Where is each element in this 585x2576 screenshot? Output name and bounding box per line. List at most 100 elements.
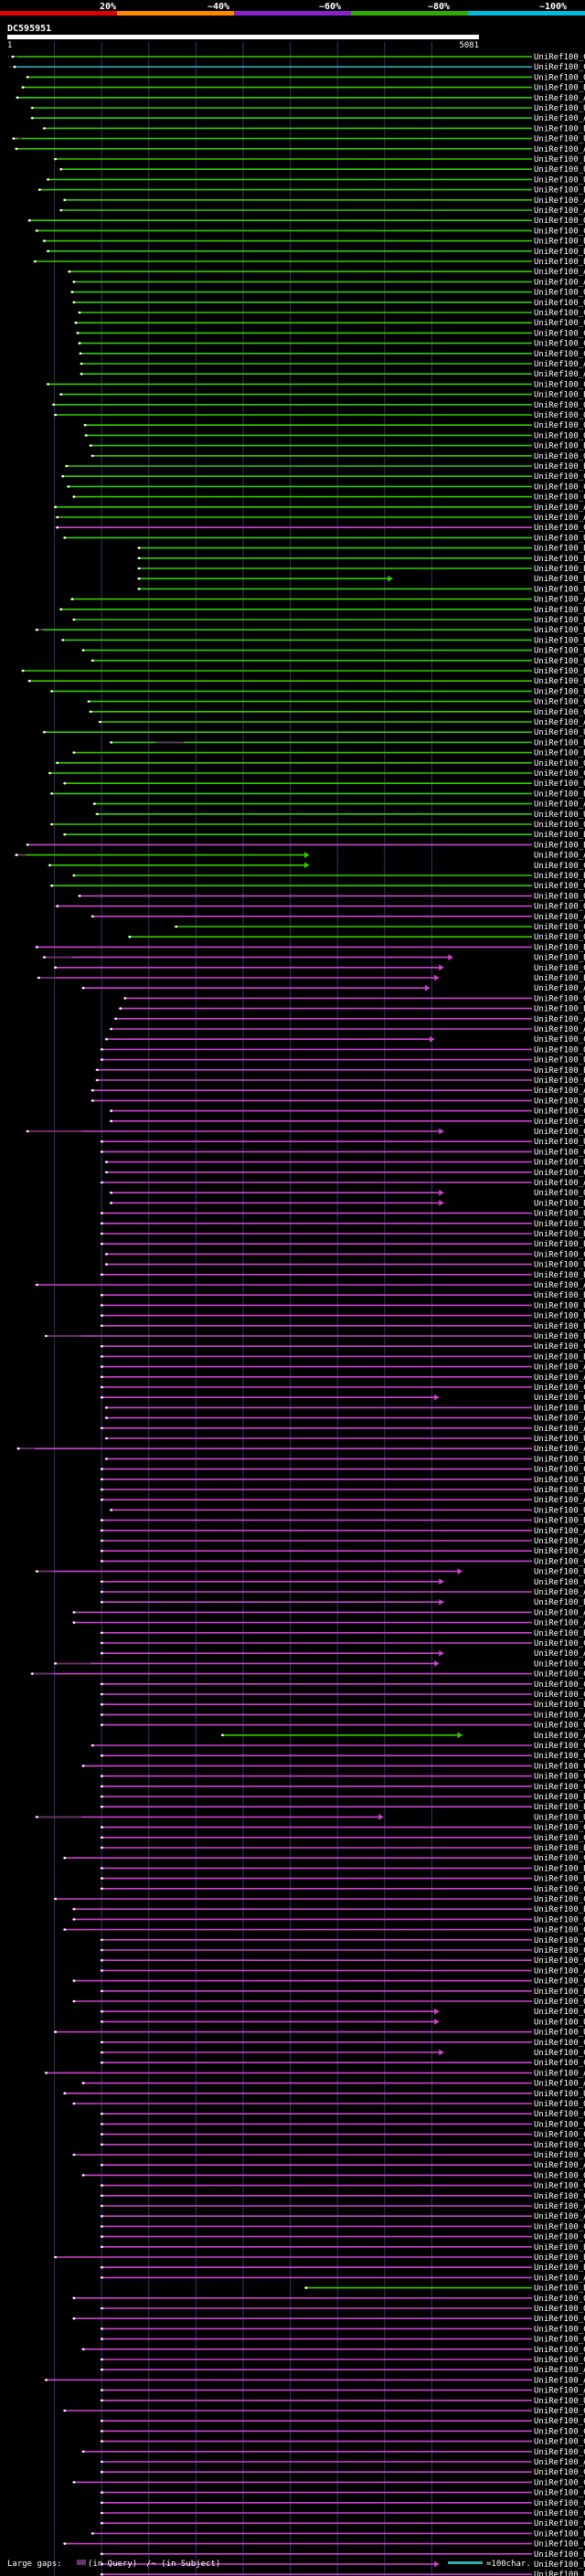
- legend-large-gaps: Large gaps:: [7, 2560, 62, 2569]
- hit-label: UniRef100_C1Q8H4: [534, 1834, 585, 1843]
- hit-start-marker: [101, 2041, 103, 2044]
- hit-label: UniRef100_Q25086: [534, 933, 585, 942]
- hit-label: UniRef100_B9SI59: [534, 258, 585, 267]
- hit-start-marker: [105, 1037, 108, 1041]
- hit-label: UniRef100_A5TW09: [534, 1608, 585, 1617]
- hit-label: UniRef100_Q64R52: [534, 1189, 585, 1198]
- hit-start-marker: [101, 2337, 103, 2340]
- hit-end-arrow: [304, 862, 310, 869]
- hit-label: UniRef100_UP1000...: [534, 1301, 585, 1310]
- hit-start-marker: [59, 167, 63, 171]
- hit-label: UniRef100_C6R2K0: [534, 1383, 585, 1393]
- hit-start-marker: [101, 1048, 103, 1051]
- hit-start-marker: [101, 2521, 103, 2525]
- hit-label: UniRef100_B9XAA4: [534, 1844, 585, 1853]
- hit-start-marker: [63, 536, 67, 539]
- hit-label: UniRef100_Q9SVE7: [534, 759, 585, 769]
- hit-label: UniRef100_A6GFR3: [534, 2069, 585, 2078]
- hit-start-marker: [70, 598, 74, 600]
- hit-label: UniRef100_B8BE40: [534, 647, 585, 656]
- hit-end-arrow: [434, 2008, 440, 2015]
- hit-label: UniRef100_C3WUZ5: [534, 2448, 585, 2457]
- hit-label: UniRef100_Q0MLD9: [534, 892, 585, 901]
- hit-label: UniRef100_UP1000...: [534, 104, 585, 113]
- hit-start-marker: [68, 270, 71, 273]
- hit-end-arrow: [439, 1598, 444, 1606]
- hit-start-marker: [101, 1938, 103, 1942]
- legend-in-subject: /~ (in Subject): [146, 2560, 220, 2569]
- hit-start-marker: [110, 1119, 113, 1123]
- hit-label: UniRef100_A7MGX1: [534, 360, 585, 369]
- hit-start-marker: [101, 1324, 103, 1328]
- hit-label: UniRef100_C1QFX9: [534, 2356, 585, 2365]
- hit-start-marker: [63, 198, 67, 202]
- hit-label: UniRef100_A6BH74: [534, 2376, 585, 2385]
- hit-label: UniRef100_UP1000...: [534, 811, 585, 820]
- hit-label: UniRef100_A7P8U7: [534, 984, 585, 993]
- hit-label: UniRef100_B9R6B7: [534, 831, 585, 840]
- hit-label: UniRef100_A9WAH4: [534, 1179, 585, 1188]
- hit-start-marker: [34, 260, 37, 263]
- hit-label: UniRef100_A6V0S7: [534, 1966, 585, 1976]
- hit-end-arrow: [439, 1578, 444, 1585]
- hit-start-marker: [101, 1232, 103, 1235]
- hit-start-marker: [101, 2306, 103, 2310]
- hit-start-marker: [63, 2092, 67, 2095]
- hit-start-marker: [48, 864, 51, 867]
- hit-start-marker: [137, 588, 141, 590]
- hit-label: UniRef100_C0PIM5: [534, 493, 585, 503]
- hit-label: UniRef100_UP1000...: [534, 1261, 585, 1270]
- hit-label: UniRef100_B1RCI0: [534, 2560, 585, 2570]
- hit-start-marker: [11, 55, 15, 58]
- hit-start-marker: [101, 1375, 103, 1379]
- hit-label: UniRef100_A5C5Y8: [534, 852, 585, 861]
- hit-label: UniRef100_B7QEL3: [534, 1005, 585, 1014]
- hit-label: UniRef100_C1ED62: [534, 1659, 585, 1669]
- hit-start-marker: [221, 1733, 224, 1737]
- hit-start-marker: [105, 1416, 108, 1419]
- hit-start-marker: [61, 639, 65, 641]
- hit-start-marker: [99, 720, 101, 724]
- hit-start-marker: [101, 1314, 103, 1317]
- hit-label: UniRef100_C3MN26: [534, 1926, 585, 1935]
- hit-start-marker: [50, 884, 54, 887]
- hit-rows: UniRef100_C1I1X2UniRef100_C1I1X4UniRef10…: [7, 53, 585, 2576]
- hit-start-marker: [101, 2430, 103, 2433]
- hit-start-marker: [78, 311, 81, 314]
- hit-label: UniRef100_B9YEA6: [534, 2529, 585, 2539]
- hit-start-marker: [101, 1222, 103, 1225]
- hit-start-marker: [81, 2348, 85, 2351]
- hit-start-marker: [101, 1426, 103, 1430]
- hit-start-marker: [101, 1651, 103, 1655]
- hit-label: UniRef100_B9SI88: [534, 238, 585, 247]
- hit-label: UniRef100_Q8S6Q1: [534, 299, 585, 308]
- hit-label: UniRef100_B0RCB9: [534, 1240, 585, 1249]
- hit-start-marker: [101, 2143, 103, 2147]
- hit-start-marker: [137, 577, 141, 580]
- hit-label: UniRef100_A7VS54: [534, 2366, 585, 2375]
- hit-label: UniRef100_C2DQZ1: [534, 2325, 585, 2334]
- hit-label: UniRef100_A4MQC7: [534, 2212, 585, 2221]
- hit-label: UniRef100_B9G8F8: [534, 790, 585, 799]
- hit-start-marker: [101, 2389, 103, 2391]
- hit-start-marker: [13, 65, 16, 69]
- hit-label: UniRef100_UP1000...: [534, 2090, 585, 2099]
- hit-label: UniRef100_B0MB30: [534, 1230, 585, 1239]
- hit-label: UniRef100_UP1000...: [534, 175, 585, 185]
- hit-start-marker: [101, 1692, 103, 1696]
- hit-start-marker: [90, 710, 92, 714]
- hit-label: UniRef100_Q3ECS6: [534, 411, 585, 420]
- hit-label: UniRef100_UP1000...: [534, 1097, 585, 1106]
- hit-label: UniRef100_C1B0F4: [534, 1742, 585, 1751]
- hit-start-marker: [52, 403, 56, 407]
- hit-start-marker: [123, 997, 127, 1000]
- hit-start-marker: [101, 1468, 103, 1470]
- hit-start-marker: [105, 1406, 108, 1409]
- query-ruler-bar: [7, 35, 479, 39]
- hit-start-marker: [72, 874, 76, 877]
- hit-label: UniRef100_A7PNE4: [534, 145, 585, 154]
- hit-start-marker: [101, 1713, 103, 1716]
- hit-start-marker: [72, 2102, 76, 2105]
- hit-label: UniRef100_C1E9T9: [534, 1670, 585, 1680]
- hit-start-marker: [21, 669, 25, 673]
